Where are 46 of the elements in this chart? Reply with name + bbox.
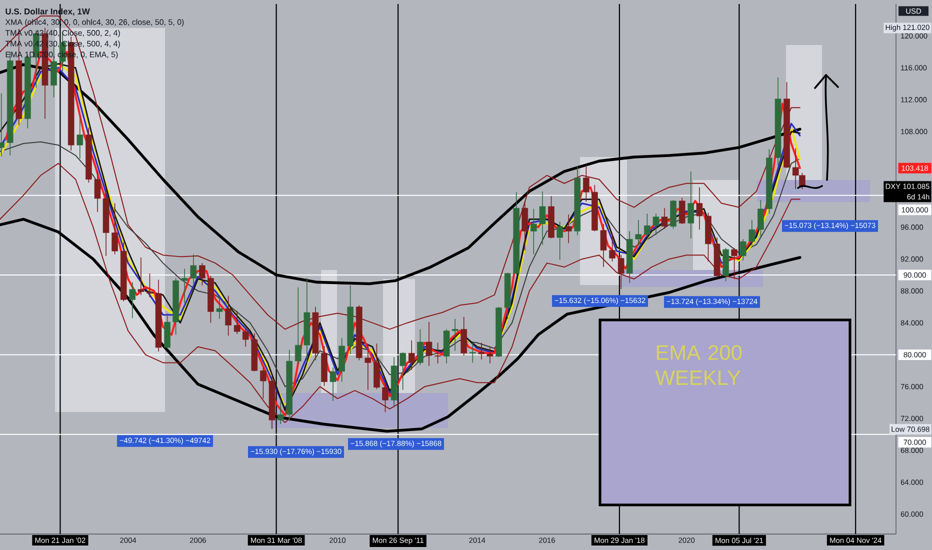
candlestick [129,282,136,318]
candlestick [635,220,642,246]
candlestick [748,220,756,246]
candlestick [181,268,188,304]
candlestick [400,352,406,390]
candlestick [199,262,206,286]
candlestick [138,257,144,296]
candlestick [76,116,84,160]
text: EMA 200 WEEKLY [655,345,742,385]
candlestick [539,190,546,246]
candlestick [565,214,572,244]
candlestick [522,200,528,251]
candlestick [408,340,415,370]
candlestick [242,327,249,348]
candlestick [417,328,424,366]
candlestick [434,342,441,364]
candlestick [460,316,467,356]
candlestick [740,238,746,262]
candlestick [688,171,694,239]
candlestick [112,202,118,255]
candlestick [678,197,686,224]
candlestick [277,401,284,424]
candlestick [225,295,232,336]
candlestick [652,213,660,236]
candlestick [330,367,336,402]
candlestick [190,254,197,284]
candlestick [382,382,388,413]
candlestick [426,322,432,366]
candlestick [696,186,703,230]
candlestick [234,310,240,334]
candlestick [470,342,476,364]
candlestick [556,221,563,260]
candlestick [618,254,624,290]
candlestick [600,224,607,268]
candlestick [661,208,668,230]
candlestick [609,233,616,262]
candlestick [530,208,537,255]
candlestick [146,273,153,298]
candlestick [216,296,223,320]
candlestick [583,164,590,202]
candlestick [364,343,372,390]
candlestick [644,213,650,238]
candlestick [758,200,764,239]
candlestick [294,286,302,365]
candlestick [260,367,266,399]
candlestick [731,248,738,280]
